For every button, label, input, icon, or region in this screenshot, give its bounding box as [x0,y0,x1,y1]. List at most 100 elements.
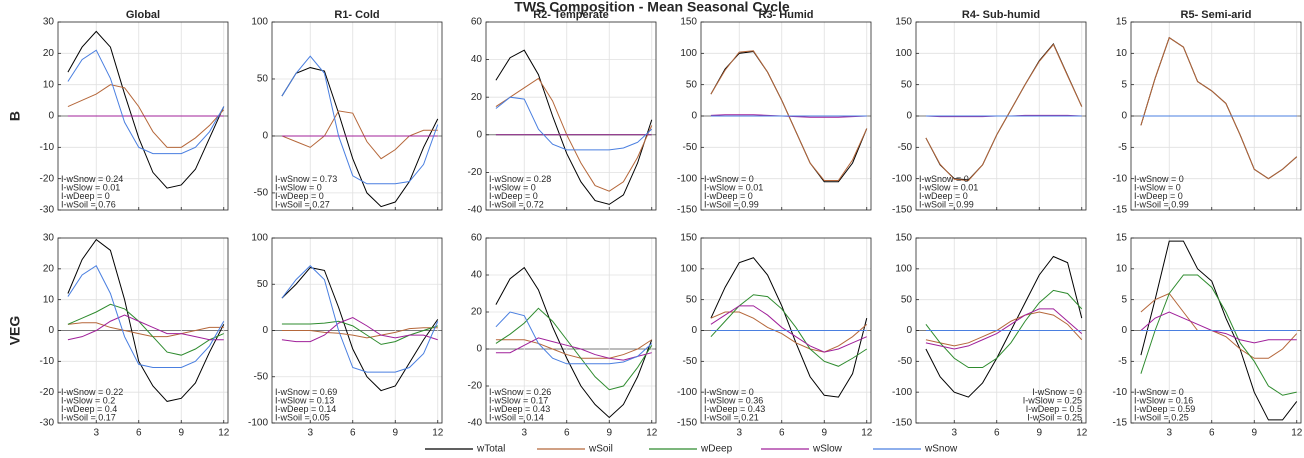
y-tick-label: 50 [257,74,269,85]
x-tick-label: 9 [392,428,398,439]
series-line [281,267,439,392]
annotation: I-wSnow = 0.73 [275,174,337,184]
annotation: I-wDeep = 0 [489,191,538,201]
x-tick-label: 12 [218,428,230,439]
panel-title: R5- Semi-arid [1181,9,1252,21]
series-line [281,327,438,339]
annotation: I-wSoil = 0.25 [1134,412,1189,422]
legend-label: wSlow [812,444,843,455]
annotation: I-wSlow = 0.16 [1134,395,1193,405]
series-line [925,308,1083,350]
y-tick-label: 0 [906,325,912,336]
x-tick-label: 12 [861,428,873,439]
annotation: I-wSoil = 0.27 [275,199,330,209]
annotation: I-wDeep = 0 [61,191,110,201]
plot-frame [57,21,229,211]
plot-frame [700,237,872,424]
annotation: I-wSlow = 0.13 [275,395,334,405]
annotation: I-wSnow = 0 [1032,387,1082,397]
y-tick-label: 0 [1121,325,1127,336]
y-tick-label: 0 [48,325,54,336]
y-tick-label: -30 [40,418,55,429]
annotation: I-wSlow = 0.36 [704,395,763,405]
y-tick-label: -20 [468,381,483,392]
x-tick-label: 3 [951,428,957,439]
plot-frame [271,237,443,424]
row-label: B [7,111,23,121]
series-line [67,303,224,356]
annotation: I-wSoil = 0.14 [489,412,544,422]
y-tick-label: -10 [1113,173,1128,184]
y-tick-label: -50 [683,356,698,367]
series-line [281,110,438,160]
y-tick-label: 40 [471,54,483,65]
x-tick-label: 6 [994,428,1000,439]
x-tick-label: 12 [1076,428,1088,439]
annotation: I-wSnow = 0.28 [489,174,551,184]
y-tick-label: -50 [898,142,913,153]
y-tick-label: -100 [677,387,697,398]
x-tick-label: 3 [736,428,742,439]
y-tick-label: 150 [895,17,912,28]
figure-title: TWS Composition - Mean Seasonal Cycle [514,0,790,15]
legend-label: wTotal [476,444,505,455]
series-line [1140,274,1297,396]
y-tick-label: 100 [680,263,697,274]
annotation: I-wSoil = 0.72 [489,199,544,209]
series-line [495,311,653,365]
panel-title: R2- Temperate [533,9,609,21]
series-line [710,311,868,353]
y-tick-label: 5 [1121,294,1127,305]
series-line [495,339,653,359]
y-tick-label: -20 [40,173,55,184]
y-tick-label: 10 [43,294,55,305]
y-tick-label: 0 [691,325,697,336]
y-tick-label: 20 [471,307,483,318]
y-tick-label: 0 [476,344,482,355]
y-tick-label: 10 [43,79,55,90]
y-tick-label: 100 [895,48,912,59]
annotation: I-wSnow = 0.24 [61,174,123,184]
series-line [67,322,224,338]
y-tick-label: 30 [43,233,55,244]
x-tick-label: 6 [136,428,142,439]
plot-frame [271,21,443,211]
y-tick-label: 50 [686,79,698,90]
annotation: I-wSnow = 0 [1134,387,1184,397]
annotation: I-wDeep = 0 [1134,191,1183,201]
plot-frame [57,237,229,424]
annotation: I-wSoil = 0.76 [61,199,116,209]
annotation: I-wSoil = 0.05 [275,412,330,422]
legend-label: wDeep [700,444,733,455]
annotation: I-wSlow = 0.01 [704,182,763,192]
x-tick-label: 9 [606,428,612,439]
y-tick-label: 100 [251,233,268,244]
y-tick-label: 50 [901,79,913,90]
row-label: VEG [7,316,23,346]
annotation: I-wSlow = 0.25 [1023,395,1082,405]
series-line [281,67,439,208]
panel-title: R4- Sub-humid [962,9,1040,21]
y-tick-label: -20 [40,387,55,398]
x-tick-label: 9 [178,428,184,439]
x-tick-label: 12 [432,428,444,439]
annotation: I-wSlow = 0.2 [61,395,115,405]
plot-frame [700,21,872,211]
y-tick-label: 15 [1116,233,1128,244]
y-tick-label: -100 [892,173,912,184]
series-line [710,305,867,353]
x-tick-label: 3 [307,428,313,439]
series-line [495,77,653,192]
y-tick-label: -50 [683,142,698,153]
annotation: I-wSlow = 0.01 [61,182,120,192]
series-line [67,238,225,402]
annotation: I-wSnow = 0 [704,174,754,184]
y-tick-label: 60 [471,233,483,244]
x-tick-label: 12 [646,428,658,439]
y-tick-label: 20 [43,48,55,59]
y-tick-label: 50 [901,294,913,305]
series-line [281,265,439,373]
series-line [281,55,439,185]
